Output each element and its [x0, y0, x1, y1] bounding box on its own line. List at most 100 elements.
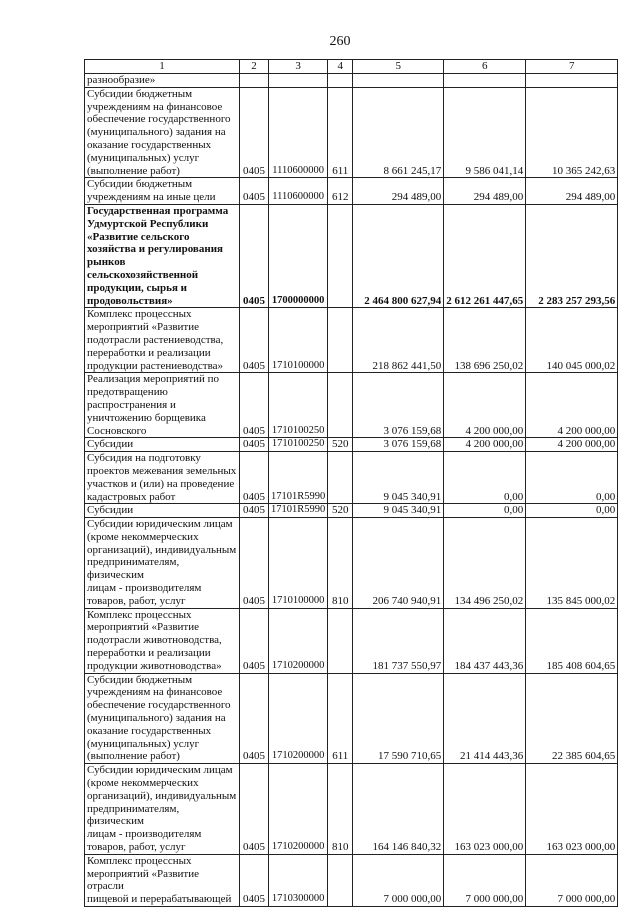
description-line: организаций), индивидуальным [87, 789, 237, 802]
column-header: 4 [327, 59, 354, 74]
amount-year-2: 9 586 041,14 [443, 86, 527, 179]
description-line: распространения и [87, 398, 176, 411]
section-code: 0405 [239, 503, 269, 519]
table-row: Субсидии юридическим лицам (кроме некомме… [84, 763, 619, 855]
amount-year-3: 185 408 604,65 [525, 607, 619, 674]
description-line: Комплекс процессных [87, 308, 192, 321]
row-description: Субсидии юридическим лицам (кроме некомме… [84, 763, 240, 855]
target-code: 17101R5990 [267, 503, 329, 519]
target-code: 1710200000 [267, 672, 329, 765]
expense-type-code: 810 [327, 517, 354, 609]
expense-type-code [327, 853, 354, 907]
amount-year-3: 0,00 [525, 451, 619, 505]
expense-type-code [327, 73, 354, 88]
amount-year-1 [352, 73, 445, 88]
description-line: лицам - производителям [87, 582, 202, 595]
description-line: учреждениям на финансовое [87, 686, 223, 699]
description-line: сельскохозяйственной [87, 268, 199, 281]
target-code: 1710200000 [267, 607, 329, 674]
description-line: (выполнение работ) [87, 164, 180, 177]
expense-type-code [327, 607, 354, 674]
description-line: Субсидии бюджетным [87, 673, 193, 686]
expense-type-code: 810 [327, 763, 354, 855]
amount-year-2: 163 023 000,00 [443, 763, 527, 855]
section-code: 0405 [239, 437, 269, 453]
expense-type-code [327, 203, 354, 309]
amount-year-3: 163 023 000,00 [525, 763, 619, 855]
amount-year-3: 135 845 000,02 [525, 517, 619, 609]
description-line: Сосновского [87, 424, 147, 437]
amount-year-1: 7 000 000,00 [352, 853, 445, 907]
amount-year-2: 138 696 250,02 [443, 307, 527, 374]
target-code: 1110600000 [267, 177, 329, 205]
description-line: переработки и реализации [87, 346, 211, 359]
expense-type-code: 611 [327, 672, 354, 765]
description-line: (муниципального) задания на [87, 126, 226, 139]
row-description: разнообразие» [84, 73, 240, 88]
table-row: Субсидия на подготовку проектов межевания… [84, 451, 619, 505]
expense-type-code [327, 372, 354, 439]
column-header: 3 [267, 59, 329, 74]
section-code: 0405 [239, 372, 269, 439]
table-row: Субсидии бюджетным учреждениям на иные це… [84, 177, 619, 205]
description-line: Комплекс процессных [87, 608, 192, 621]
target-code: 1710200000 [267, 763, 329, 855]
description-line: товаров, работ, услуг [87, 841, 186, 854]
amount-year-1: 294 489,00 [352, 177, 445, 205]
description-line: кадастровых работ [87, 490, 176, 503]
table-row: Комплекс процессных мероприятий «Развитие… [84, 307, 619, 374]
amount-year-1: 17 590 710,65 [352, 672, 445, 765]
amount-year-1: 206 740 940,91 [352, 517, 445, 609]
description-line: переработки и реализации [87, 647, 211, 660]
row-description: Комплекс процессных мероприятий «Развитие… [84, 307, 240, 374]
amount-year-3: 140 045 000,02 [525, 307, 619, 374]
amount-year-2: 184 437 443,36 [443, 607, 527, 674]
description-line: (кроме некоммерческих [87, 777, 199, 790]
amount-year-3: 4 200 000,00 [525, 437, 619, 453]
target-code: 1710100000 [267, 307, 329, 374]
description-line: учреждениям на финансовое [87, 100, 223, 113]
description-line: предотвращению [87, 386, 168, 399]
row-description: Субсидии бюджетным учреждениям на финансо… [84, 86, 240, 179]
description-line: обеспечение государственного [87, 113, 231, 126]
section-code [239, 73, 269, 88]
amount-year-2: 0,00 [443, 503, 527, 519]
description-line: проектов межевания земельных [87, 464, 237, 477]
expense-type-code: 612 [327, 177, 354, 205]
row-description: Субсидии [84, 437, 240, 453]
row-description: Субсидии юридическим лицам (кроме некомме… [84, 517, 240, 609]
expense-type-code: 611 [327, 86, 354, 179]
description-line: учреждениям на иные цели [87, 191, 216, 204]
section-code: 0405 [239, 763, 269, 855]
section-code: 0405 [239, 451, 269, 505]
description-line: (муниципальных) услуг [87, 737, 200, 750]
amount-year-3: 2 283 257 293,56 [525, 203, 619, 309]
section-code: 0405 [239, 177, 269, 205]
description-line: хозяйства и регулирования [87, 243, 223, 256]
amount-year-1: 3 076 159,68 [352, 372, 445, 439]
description-line: Субсидия на подготовку [87, 452, 201, 465]
target-code [267, 73, 329, 88]
amount-year-3: 10 365 242,63 [525, 86, 619, 179]
description-line: продукции животноводства» [87, 659, 222, 672]
row-description: Комплекс процессных мероприятий «Развитие… [84, 853, 240, 907]
description-line: предпринимателям, физическим [87, 802, 180, 828]
amount-year-1: 8 661 245,17 [352, 86, 445, 179]
amount-year-1: 9 045 340,91 [352, 451, 445, 505]
row-description: Субсидии бюджетным учреждениям на финансо… [84, 672, 240, 765]
description-line: Государственная программа [87, 204, 229, 217]
description-line: продовольствия» [87, 294, 173, 307]
amount-year-3 [525, 73, 619, 88]
amount-year-2: 4 200 000,00 [443, 437, 527, 453]
description-line: подотрасли животноводства, [87, 634, 222, 647]
expense-type-code [327, 307, 354, 374]
description-line: мероприятий «Развитие отрасли [87, 867, 200, 893]
description-line: пищевой и перерабатывающей [87, 893, 232, 906]
target-code: 1700000000 [267, 203, 329, 309]
section-code: 0405 [239, 86, 269, 179]
amount-year-3: 294 489,00 [525, 177, 619, 205]
table-row: разнообразие» [84, 73, 619, 88]
amount-year-2: 0,00 [443, 451, 527, 505]
amount-year-3: 22 385 604,65 [525, 672, 619, 765]
